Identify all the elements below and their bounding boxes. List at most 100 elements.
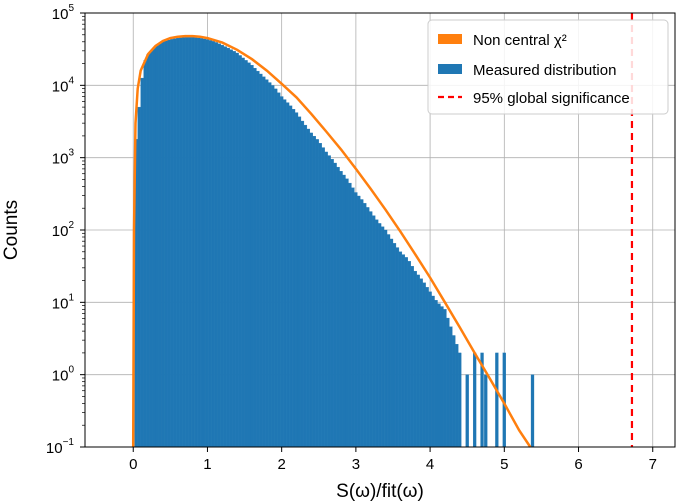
histogram-bar bbox=[380, 226, 385, 448]
y-tick-exponent: 3 bbox=[68, 148, 74, 159]
histogram-bar bbox=[422, 282, 426, 448]
histogram-bar bbox=[318, 143, 322, 448]
histogram-bar bbox=[431, 295, 435, 448]
y-tick-base: 10 bbox=[52, 6, 69, 23]
legend-curve-swatch bbox=[438, 34, 462, 44]
histogram-bar bbox=[253, 67, 257, 448]
legend-curve-name: Non central χ² bbox=[473, 32, 567, 49]
histogram-bar bbox=[303, 124, 308, 448]
histogram-bar bbox=[333, 162, 337, 448]
histogram-bar bbox=[437, 303, 441, 448]
histogram-bar bbox=[208, 40, 213, 448]
histogram-bar bbox=[220, 44, 224, 448]
histogram-bar bbox=[452, 335, 456, 448]
histogram-bar bbox=[449, 326, 453, 448]
y-axis-label: Counts bbox=[1, 200, 22, 260]
histogram-bar bbox=[170, 39, 174, 448]
histogram-bar bbox=[152, 48, 156, 448]
histogram-bar bbox=[285, 102, 290, 448]
histogram-bar bbox=[404, 257, 408, 448]
histogram-bar bbox=[271, 85, 275, 448]
histogram-bar bbox=[241, 57, 245, 448]
histogram-bar bbox=[259, 73, 263, 448]
x-axis-label: S(ω)/fit(ω) bbox=[336, 481, 424, 502]
y-tick-exponent: 2 bbox=[68, 220, 74, 231]
histogram-bar bbox=[389, 238, 394, 448]
histogram-bar bbox=[238, 55, 242, 448]
histogram-bar bbox=[401, 254, 406, 448]
histogram-bar bbox=[140, 77, 144, 448]
histogram-bar bbox=[155, 45, 159, 448]
histogram-bar bbox=[495, 352, 499, 448]
x-tick-label: 4 bbox=[426, 456, 434, 473]
histogram-bar bbox=[354, 192, 358, 448]
histogram-bar bbox=[232, 51, 236, 448]
histogram-bar bbox=[357, 195, 361, 448]
histogram-bar bbox=[395, 247, 400, 448]
y-tick-base: 10 bbox=[52, 368, 69, 385]
histogram-bar bbox=[339, 171, 343, 448]
histogram-bar bbox=[315, 139, 319, 448]
histogram-bar bbox=[137, 106, 141, 448]
x-axis: 0 1 2 3 4 5 6 7 bbox=[129, 447, 657, 473]
histogram-bar bbox=[265, 79, 269, 448]
histogram-bar bbox=[283, 99, 287, 448]
histogram-bar bbox=[366, 207, 370, 448]
histogram-bar bbox=[161, 41, 165, 448]
histogram-bar bbox=[419, 278, 423, 448]
histogram-bar bbox=[327, 155, 331, 448]
histogram-bar bbox=[375, 219, 379, 448]
y-tick-exponent: 5 bbox=[68, 3, 74, 14]
histogram-bar bbox=[185, 37, 189, 448]
histogram-bars bbox=[134, 37, 535, 448]
x-tick-label: 7 bbox=[649, 456, 657, 473]
histogram-bar bbox=[413, 270, 417, 448]
y-tick-label: 103 bbox=[52, 148, 75, 168]
histogram-bar bbox=[372, 215, 376, 448]
histogram-bar bbox=[386, 234, 391, 448]
histogram-bar bbox=[330, 159, 334, 448]
histogram-bar bbox=[530, 374, 535, 448]
histogram-bar bbox=[167, 39, 171, 448]
histogram-bar bbox=[363, 203, 367, 448]
histogram-bar bbox=[348, 182, 352, 448]
histogram-bar bbox=[188, 37, 192, 448]
histogram-bar bbox=[484, 374, 488, 448]
y-tick-base: 10 bbox=[52, 295, 69, 312]
histogram-bar bbox=[312, 135, 316, 448]
histogram-bar bbox=[274, 88, 278, 448]
histogram-bar bbox=[226, 47, 230, 448]
y-tick-label: 104 bbox=[52, 75, 75, 95]
y-tick-label: 10−1 bbox=[46, 437, 75, 457]
histogram-bar bbox=[443, 309, 447, 448]
legend-threshold-label: 95% global significance bbox=[473, 90, 630, 107]
y-tick-base: 10 bbox=[52, 151, 69, 168]
y-tick-exponent: −1 bbox=[63, 437, 75, 448]
non-central-chi2-curve bbox=[131, 34, 532, 448]
histogram-bar bbox=[173, 38, 177, 448]
histogram-bar bbox=[164, 40, 168, 448]
histogram-bar bbox=[190, 37, 195, 448]
histogram-bar bbox=[244, 60, 248, 448]
histogram-bar bbox=[345, 178, 349, 448]
histogram-bar bbox=[309, 132, 313, 448]
histogram-bar bbox=[143, 60, 147, 448]
histogram-bar bbox=[321, 147, 325, 448]
histogram-bar bbox=[223, 46, 227, 448]
histogram-bar bbox=[336, 166, 340, 448]
y-tick-label: 101 bbox=[52, 292, 75, 312]
y-tick-exponent: 4 bbox=[68, 75, 74, 86]
histogram-bar bbox=[407, 261, 411, 448]
histogram-bar bbox=[176, 37, 180, 448]
x-tick-label: 3 bbox=[352, 456, 360, 473]
y-tick-exponent: 0 bbox=[68, 365, 74, 376]
histogram-bar bbox=[455, 344, 459, 448]
x-tick-label: 2 bbox=[277, 456, 285, 473]
histogram-bar bbox=[179, 37, 183, 448]
histogram-bar bbox=[465, 374, 469, 448]
histogram-bar bbox=[410, 266, 414, 448]
histogram-bar bbox=[288, 105, 293, 448]
histogram-bar bbox=[428, 291, 432, 448]
